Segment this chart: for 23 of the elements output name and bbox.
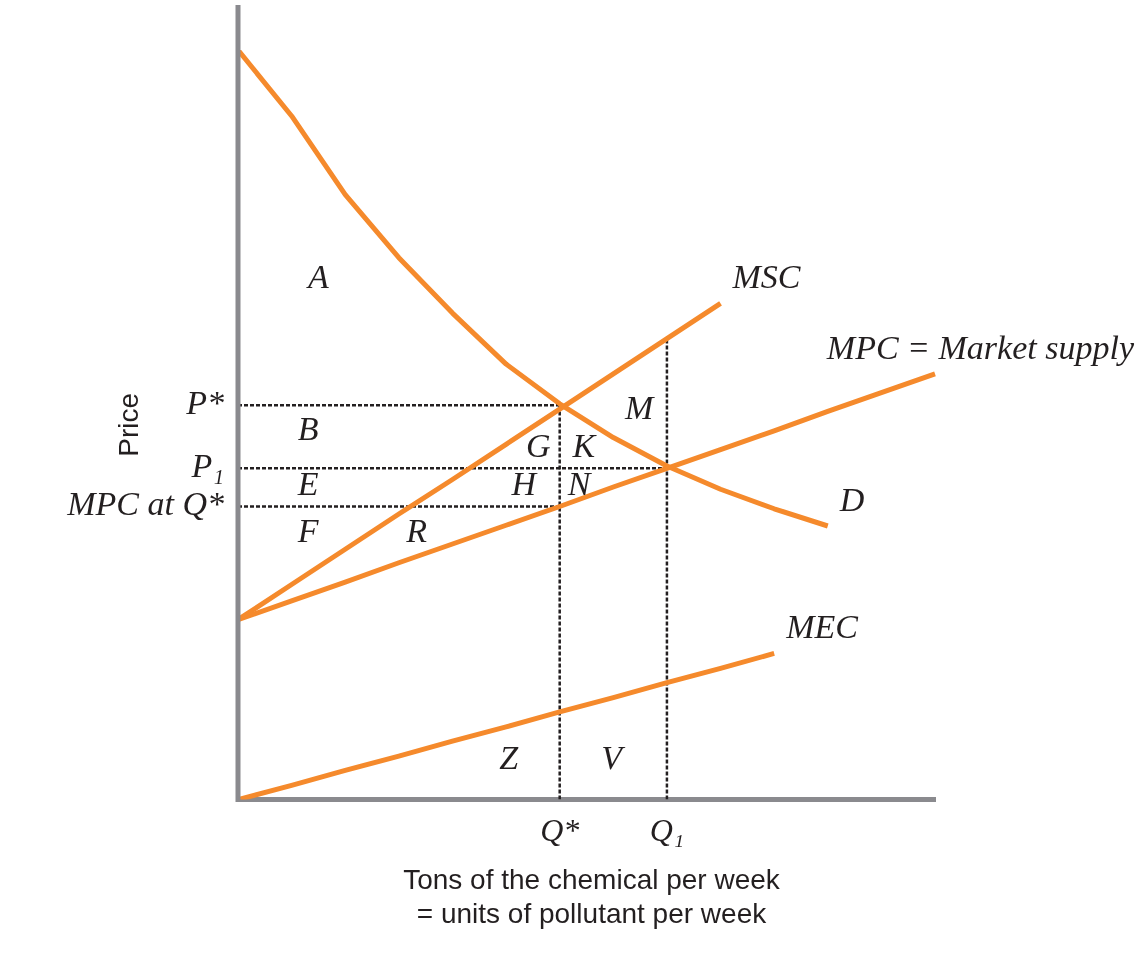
x-axis-title: Tons of the chemical per week = units of pollutant per week [403,864,781,930]
y-axis-title: Price [112,392,144,457]
series-label: MPC = Market supply [825,328,1135,366]
annotation: G [525,426,551,464]
annotation: M [623,389,655,427]
annotation: V [601,738,627,776]
annotation: B [297,410,319,448]
text: P₁ [190,447,225,485]
text: MPC at Q* [66,485,225,523]
annotation: F [296,511,320,549]
x-tick-label: Q₁ [649,812,685,849]
annotation: K [571,426,598,464]
annotation: R [405,511,428,549]
x-tick-label: Q* [540,812,580,849]
series-label: MSC [731,258,801,296]
annotation: H [510,465,539,503]
series-label: D [838,480,865,518]
annotation: A [306,257,330,295]
text: P* [185,384,225,422]
annotation: E [296,465,319,503]
annotation: N [566,465,593,503]
series-label: MEC [785,608,859,646]
annotation: Z [499,738,520,776]
